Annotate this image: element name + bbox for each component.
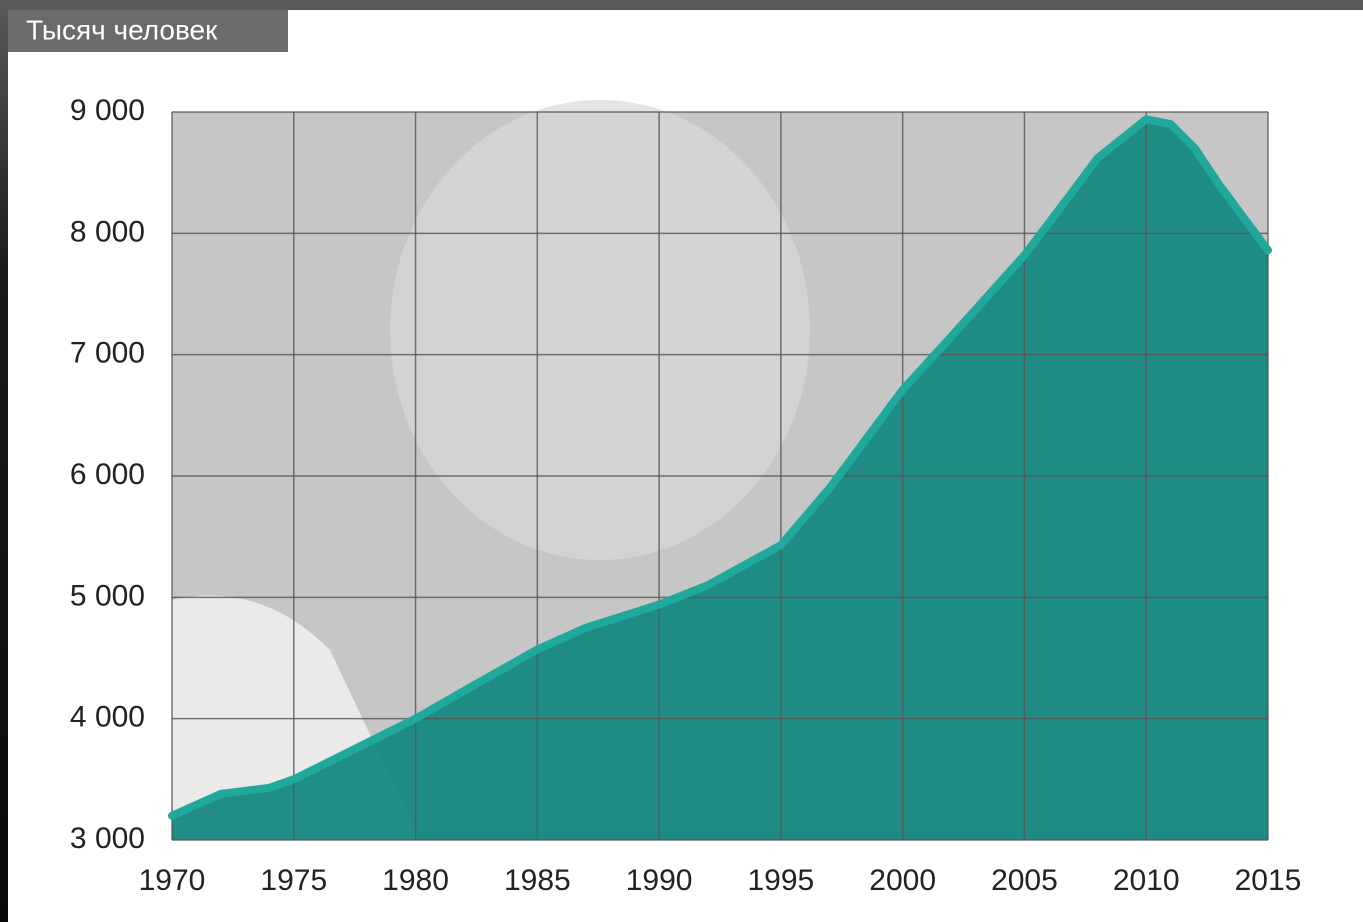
y-tick-label: 3 000 <box>70 822 145 855</box>
chart: Тысяч человек 3 000 4 000 5 000 6 000 7 000 8… <box>0 0 1363 922</box>
photo-shape <box>390 100 810 560</box>
y-tick-label: 7 000 <box>70 337 145 370</box>
x-tick-label: 1995 <box>748 864 815 897</box>
x-tick-label: 2010 <box>1113 864 1180 897</box>
y-tick-label: 5 000 <box>70 579 145 612</box>
x-tick-label: 2000 <box>869 864 936 897</box>
x-tick-label: 1980 <box>382 864 449 897</box>
x-tick-label: 2005 <box>991 864 1058 897</box>
y-tick-label: 4 000 <box>70 701 145 734</box>
y-tick-label: 6 000 <box>70 458 145 491</box>
x-tick-label: 1970 <box>139 864 206 897</box>
y-tick-label: 8 000 <box>70 215 145 248</box>
y-tick-label: 9 000 <box>70 94 145 127</box>
chart-title: Тысяч человек <box>26 14 218 45</box>
x-tick-label: 1990 <box>626 864 693 897</box>
x-tick-label: 1975 <box>260 864 327 897</box>
x-tick-label: 1985 <box>504 864 571 897</box>
page: {"chart_data": {"type": "area", "title":… <box>0 0 1363 922</box>
x-tick-label: 2015 <box>1235 864 1302 897</box>
